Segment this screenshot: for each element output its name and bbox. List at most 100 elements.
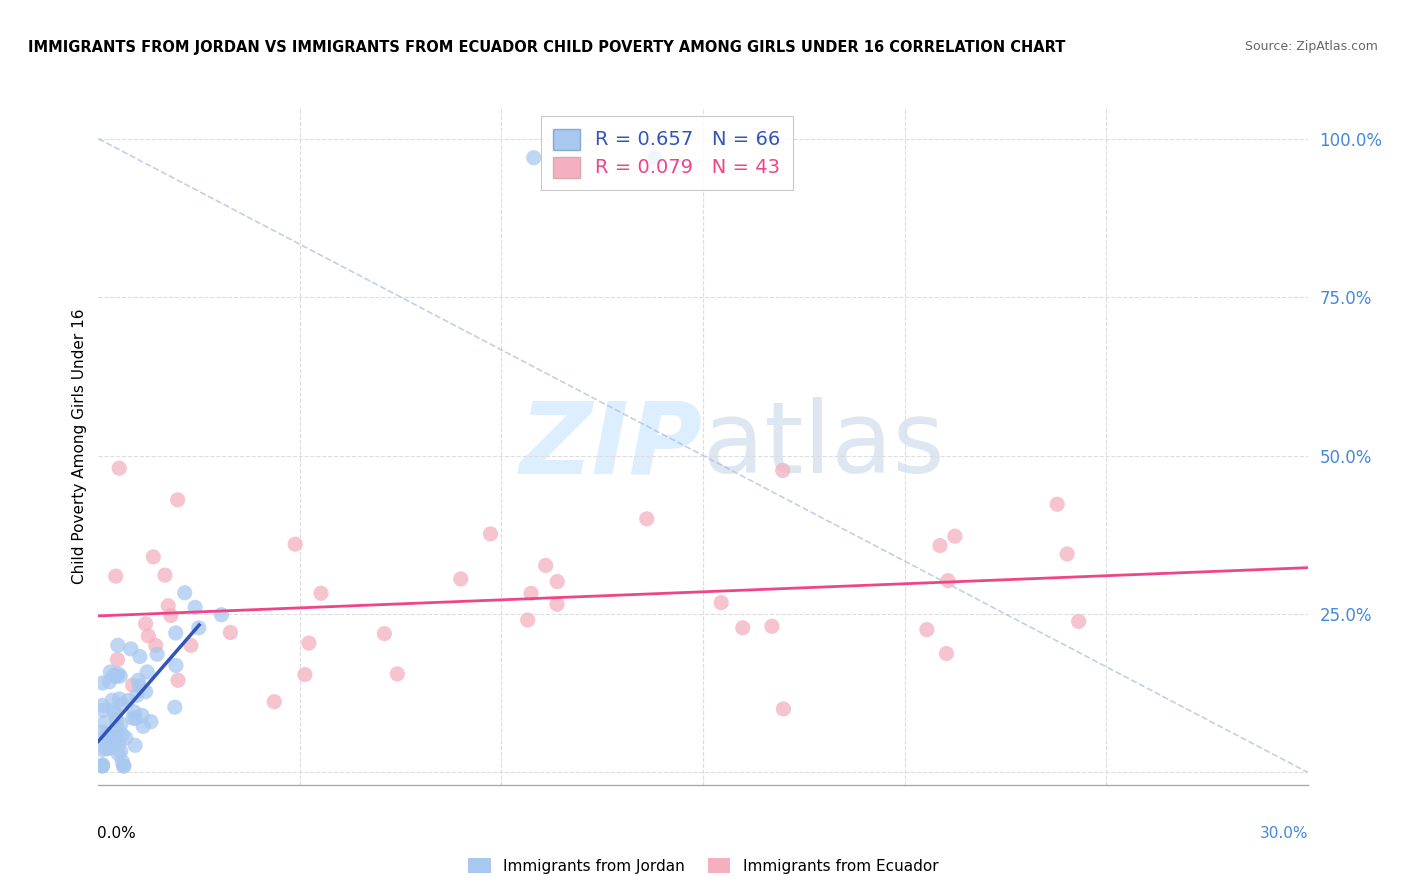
Point (644, 151, 666, 165)
Point (523, 151, 546, 165)
Point (94, 741, 117, 756)
Point (96, 727, 118, 741)
Point (104, 569, 127, 583)
Point (936, 574, 959, 588)
Point (294, 667, 316, 681)
Point (111, 698, 134, 712)
Point (104, 706, 127, 720)
Point (108, 692, 131, 706)
Point (91, 703, 114, 717)
Point (135, 684, 157, 698)
Point (710, 596, 733, 610)
Point (1046, 497, 1069, 511)
Point (103, 669, 125, 683)
Point (114, 731, 136, 745)
Point (128, 649, 150, 664)
Point (101, 693, 124, 707)
Point (110, 717, 132, 731)
Point (173, 586, 195, 600)
Point (929, 539, 952, 553)
Point (219, 625, 242, 640)
Point (145, 639, 167, 653)
Point (153, 568, 176, 582)
Legend: R = 0.657   N = 66, R = 0.079   N = 43: R = 0.657 N = 66, R = 0.079 N = 43 (541, 116, 793, 190)
Point (105, 652, 128, 666)
Point (166, 492, 188, 507)
Point (97, 730, 120, 744)
Point (98, 674, 121, 689)
Point (516, 613, 538, 627)
Point (520, 586, 543, 600)
Point (120, 641, 142, 656)
Text: Source: ZipAtlas.com: Source: ZipAtlas.com (1244, 40, 1378, 54)
Point (127, 673, 149, 688)
Point (309, 586, 332, 600)
Point (105, 669, 128, 683)
Point (211, 607, 233, 622)
Y-axis label: Child Poverty Among Girls Under 16: Child Poverty Among Girls Under 16 (72, 309, 87, 583)
Point (160, 608, 183, 623)
Point (103, 739, 125, 753)
Point (142, 549, 165, 564)
Point (546, 574, 568, 589)
Point (104, 730, 127, 744)
Point (111, 755, 134, 769)
Point (124, 711, 146, 725)
Point (125, 688, 148, 702)
Point (107, 737, 129, 751)
Point (112, 759, 135, 773)
Text: 0.0%: 0.0% (97, 826, 136, 840)
Point (772, 463, 794, 477)
Point (98, 665, 121, 679)
Point (935, 647, 957, 661)
Point (167, 673, 190, 688)
Point (91, 742, 114, 756)
Point (546, 597, 568, 611)
Point (139, 714, 162, 729)
Point (103, 732, 125, 747)
Point (180, 639, 202, 653)
Point (136, 665, 159, 679)
Point (163, 700, 186, 714)
Point (263, 695, 285, 709)
Point (184, 600, 207, 615)
Point (1056, 547, 1078, 561)
Point (108, 669, 131, 683)
Point (91, 676, 114, 690)
Point (761, 619, 783, 633)
Point (124, 739, 146, 753)
Text: ZIP: ZIP (520, 398, 703, 494)
Point (146, 647, 169, 661)
Point (534, 558, 557, 573)
Point (107, 747, 129, 761)
Point (110, 745, 132, 759)
Point (157, 599, 180, 613)
Point (105, 714, 128, 728)
Point (915, 623, 938, 637)
Point (112, 759, 135, 773)
Point (450, 572, 472, 586)
Point (91, 724, 114, 739)
Point (128, 679, 150, 693)
Point (165, 626, 187, 640)
Point (117, 693, 139, 707)
Point (122, 711, 145, 725)
Point (636, 512, 658, 526)
Point (121, 678, 143, 692)
Point (91, 759, 114, 773)
Point (107, 638, 129, 652)
Point (107, 667, 129, 681)
Point (96, 737, 118, 751)
Point (100, 728, 122, 742)
Point (772, 702, 794, 716)
Text: IMMIGRANTS FROM JORDAN VS IMMIGRANTS FROM ECUADOR CHILD POVERTY AMONG GIRLS UNDE: IMMIGRANTS FROM JORDAN VS IMMIGRANTS FRO… (28, 40, 1066, 55)
Point (943, 529, 966, 543)
Point (91, 757, 114, 772)
Text: 30.0%: 30.0% (1260, 826, 1309, 840)
Point (135, 616, 157, 631)
Point (131, 708, 153, 723)
Point (373, 626, 395, 640)
Point (479, 527, 502, 541)
Point (132, 719, 155, 733)
Point (105, 721, 128, 735)
